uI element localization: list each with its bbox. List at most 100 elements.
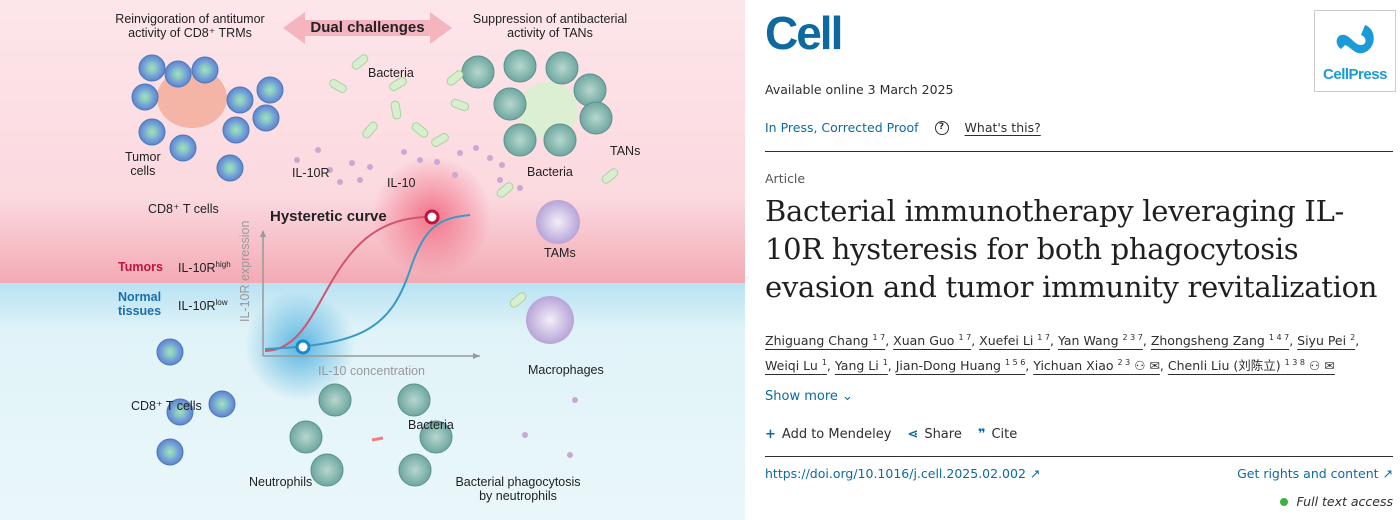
access-status: Full text access [1280, 494, 1393, 509]
t-cell [156, 338, 184, 366]
bacterium [351, 54, 369, 70]
t-cell [226, 86, 254, 114]
t-cell [256, 76, 284, 104]
status-label: In Press, Corrected Proof [765, 120, 919, 135]
il10-dot [487, 155, 493, 161]
author-link[interactable]: Xuefei Li 1 7 [979, 333, 1051, 349]
label-bacteria-tans: Bacteria [527, 165, 573, 179]
available-online: Available online 3 March 2025 [765, 82, 954, 97]
cell-logo[interactable]: Cell [765, 7, 843, 59]
label-il10r-low: IL-10Rlow [178, 298, 228, 314]
label-tams: TAMs [544, 246, 576, 260]
label-bacteria: Bacteria [368, 66, 414, 80]
header-right: Suppression of antibacterial activity of … [472, 12, 628, 41]
neutrophil [503, 123, 537, 157]
neutrophil [543, 123, 577, 157]
author-link[interactable]: Yang Li 1 [834, 358, 888, 374]
label-tans: TANs [610, 144, 641, 158]
label-tumor-cells: Tumor cells [125, 150, 161, 179]
t-cell [208, 390, 236, 418]
il10-dot [417, 157, 423, 163]
author-list: Zhiguang Chang 1 7, Xuan Guo 1 7, Xuefei… [765, 333, 1360, 374]
il10-molecules [294, 145, 578, 458]
cellpress-logo[interactable]: CellPress [1314, 10, 1396, 92]
rights-link[interactable]: Get rights and content ↗ [1237, 466, 1393, 481]
label-cd8-top: CD8⁺ T cells [148, 202, 219, 216]
label-bacteria-bottom: Bacteria [408, 418, 454, 432]
doi-link[interactable]: https://doi.org/10.1016/j.cell.2025.02.0… [765, 466, 1041, 481]
author-link[interactable]: Yichuan Xiao 2 3 ⚇ ✉ [1033, 358, 1160, 374]
article-type: Article [765, 171, 806, 186]
show-more-button[interactable]: Show more ⌄ [765, 389, 853, 404]
il10-dot [294, 157, 300, 163]
email-icon: ✉ [1149, 358, 1160, 374]
il10-dot [349, 160, 355, 166]
cite-button[interactable]: ❞ Cite [977, 427, 1018, 442]
neutrophil-cells [289, 49, 613, 487]
cd8-t-cells [131, 54, 284, 466]
il10-dot [499, 162, 505, 168]
t-cell [164, 60, 192, 88]
t-cell [252, 104, 280, 132]
bacterium [446, 70, 464, 86]
bacterium [390, 100, 402, 120]
divider [765, 456, 1393, 457]
il10-dot [315, 147, 321, 153]
label-macrophages: Macrophages [528, 363, 604, 377]
author-link[interactable]: Weiqi Lu 1 [765, 358, 827, 374]
il10-dot [517, 185, 523, 191]
status-row: In Press, Corrected Proof ? What's this? [765, 120, 1041, 135]
il10-dot [473, 145, 479, 151]
label-y-axis: IL-10R expression [238, 220, 252, 322]
label-phagocytosis: Bacterial phagocytosis by neutrophils [455, 475, 581, 504]
neutrophil [493, 87, 527, 121]
il10-dot [497, 177, 503, 183]
article-actions: + Add to Mendeley ⋖ Share ❞ Cite [765, 427, 1017, 442]
bacterium [601, 168, 619, 184]
label-il10r-high: IL-10Rhigh [178, 260, 231, 276]
bacterium [329, 79, 347, 93]
t-cell [156, 438, 184, 466]
author-link[interactable]: Zhiguang Chang 1 7 [765, 333, 886, 349]
neutrophil [545, 51, 579, 85]
graphical-abstract: Reinvigoration of antitumor activity of C… [0, 0, 745, 520]
chevron-down-icon: ⌄ [842, 389, 853, 404]
t-cell [166, 398, 194, 426]
article-header: Cell CellPress Available online 3 March … [765, 0, 1396, 520]
share-button[interactable]: ⋖ Share [907, 427, 962, 442]
neutrophil [573, 73, 607, 107]
author-link[interactable]: Zhongsheng Zang 1 4 7 [1150, 333, 1290, 349]
neutrophil [398, 453, 432, 487]
author-link[interactable]: Chenli Liu (刘陈立) 1 3 8 ⚇ ✉ [1167, 358, 1335, 374]
divider [765, 151, 1393, 152]
author-link[interactable]: Siyu Pei 2 [1297, 333, 1356, 349]
author-link[interactable]: Yan Wang 2 3 7 [1057, 333, 1143, 349]
person-icon: ⚇ [1134, 358, 1146, 374]
header-left: Reinvigoration of antitumor activity of C… [115, 12, 265, 41]
whats-this-link[interactable]: What's this? [964, 120, 1041, 135]
il10-dot [327, 167, 333, 173]
il10-dot [357, 177, 363, 183]
question-circle-icon[interactable]: ? [934, 120, 949, 135]
author-link[interactable]: Xuan Guo 1 7 [893, 333, 972, 349]
header-center: Dual challenges [310, 19, 425, 36]
neutrophil [318, 383, 352, 417]
t-cell [131, 83, 159, 111]
article-title: Bacterial immunotherapy leveraging IL-10… [765, 194, 1378, 304]
il10-dot [567, 452, 573, 458]
access-dot-icon [1280, 498, 1289, 506]
add-to-mendeley-button[interactable]: + Add to Mendeley [765, 427, 892, 442]
il10-dot [434, 159, 440, 165]
quote-icon: ❞ [977, 427, 986, 442]
neutrophil [310, 453, 344, 487]
label-neutrophils: Neutrophils [249, 475, 313, 489]
neutrophil [397, 383, 431, 417]
label-hysteretic-curve: Hysteretic curve [270, 208, 387, 225]
neutrophil [289, 420, 323, 454]
bacterium [362, 121, 378, 139]
author-link[interactable]: Jian-Dong Huang 1 5 6 [895, 358, 1026, 374]
label-normal-tissues: Normal tissues [118, 290, 162, 319]
il10-dot [522, 432, 528, 438]
t-cell [169, 134, 197, 162]
external-link-icon: ↗ [1029, 466, 1041, 481]
